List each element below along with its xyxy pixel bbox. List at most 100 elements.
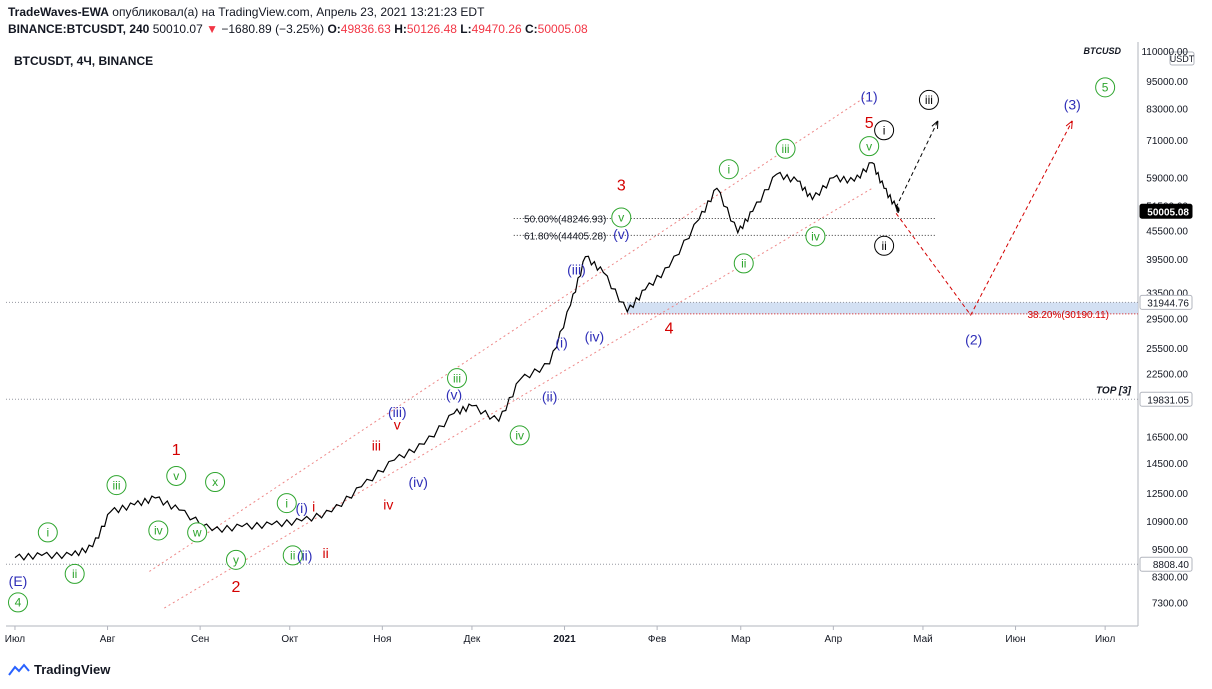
x-tick-label: Июн [1005,634,1025,645]
wave-label: ii [881,239,886,253]
price-tag [1139,556,1193,572]
wave-label: iii [453,371,461,385]
open-value: 49836.63 [340,22,391,36]
wave-label: (iii) [388,404,407,420]
wave-label: v [618,211,624,225]
price-tag-label: 50005.08 [1147,207,1189,218]
symbol-line: BINANCE:BTCUSDT, 240 [8,22,150,36]
low-value: 49470.26 [471,22,522,36]
low-label: L: [460,22,472,36]
y-tick-label: 12500.00 [1146,489,1188,500]
wave-label: v [394,417,401,433]
wave-label: i [285,496,288,510]
wave-circle [106,475,127,496]
close-label: C: [525,22,538,36]
wave-label: iv [154,524,163,538]
y-tick-label: 8300.00 [1152,572,1189,583]
wave-label: w [192,526,202,540]
wave-label: (E) [9,573,28,589]
wave-label: ii [290,549,295,563]
y-tick-label: 29500.00 [1146,315,1188,326]
x-tick-label: Сен [191,634,209,645]
currency-label: USDT [1170,54,1195,64]
wave-label: i [312,498,315,514]
y-tick-label: 59000.00 [1146,174,1188,185]
wave-circle [805,226,826,247]
wave-label: 1 [172,442,181,459]
x-tick-label: Июл [5,634,25,645]
wave-label: (iv) [408,474,427,490]
y-tick-label: 83000.00 [1146,104,1188,115]
wave-circle [918,89,939,110]
ohlc-header: BINANCE:BTCUSDT, 240 50010.07 ▼ −1680.89… [8,22,588,36]
projection-path [895,120,939,208]
y-tick-label: 9500.00 [1152,545,1189,556]
wave-label: 5 [1102,81,1109,95]
wave-label: (3) [1064,97,1081,113]
support-band [627,302,1138,314]
wave-label: i [883,123,886,137]
x-tick-label: Мар [731,634,751,645]
wave-label: i [727,162,730,176]
price-tag [1139,203,1193,219]
wave-circle [509,425,530,446]
fib-label: 50.00%(48246.93) [524,215,606,226]
fib-label: 38.20%(30190.11) [1027,310,1109,321]
wave-label: y [233,553,239,567]
down-arrow-icon: ▼ [206,22,218,36]
wave-label: (ii) [297,547,313,563]
wave-circle [205,472,226,493]
price-tag-label: 8808.40 [1153,560,1190,571]
wave-label: 2 [232,579,241,596]
wave-label: 4 [665,320,674,337]
wave-circle [733,253,754,274]
y-tick-label: 14500.00 [1146,459,1188,470]
wave-label: (iii) [567,262,586,278]
wave-circle [8,592,28,613]
x-tick-label: Авг [100,634,116,645]
price-change: −1680.89 (−3.25%) [221,22,325,36]
high-label: H: [394,22,407,36]
author-name[interactable]: TradeWaves-EWA [8,5,109,19]
y-tick-label: 45500.00 [1146,226,1188,237]
wave-label: (iv) [585,328,604,344]
close-value: 50005.08 [537,22,588,36]
price-tag [1139,294,1193,310]
x-tick-label: Апр [825,634,843,645]
wave-circle [276,493,297,514]
wave-label: ii [741,257,746,271]
wave-circle [225,549,246,570]
x-tick-label: Ноя [373,634,391,645]
wave-label: 5 [865,115,874,132]
x-tick-label: Фев [648,634,666,645]
published-text: опубликовал(а) на TradingView.com, Апрел… [112,5,485,19]
price-tag [1139,391,1193,407]
wave-label: (i) [295,500,307,516]
x-tick-label: Май [913,634,933,645]
fib-label: 61.80%(44405.28) [524,231,606,242]
tradingview-brand[interactable]: TradingView [34,662,111,677]
chart-title: BTCUSDT, 4Ч, BINANCE [14,54,153,68]
wave-circle [37,522,58,543]
x-tick-label: Июл [1095,634,1115,645]
wave-circle [874,120,895,141]
wave-circle [64,563,85,584]
publish-header: TradeWaves-EWA опубликовал(а) на Trading… [8,5,484,19]
wave-label: iv [515,429,524,443]
wave-label: 3 [617,177,626,194]
wave-circle [859,136,880,157]
projection-arrowhead [931,120,939,129]
open-label: O: [327,22,341,36]
wave-circle [447,368,468,389]
wave-circle [166,465,187,486]
wave-circle [148,520,169,541]
last-price: 50010.07 [152,22,203,36]
y-tick-label: 16500.00 [1146,433,1188,444]
wave-label: (ii) [542,388,558,404]
wave-label: iii [113,478,121,492]
price-tag-label: 31944.76 [1147,298,1189,309]
footer: TradingView [8,662,110,677]
wave-label: i [46,526,49,540]
wave-label: (i) [555,335,567,351]
